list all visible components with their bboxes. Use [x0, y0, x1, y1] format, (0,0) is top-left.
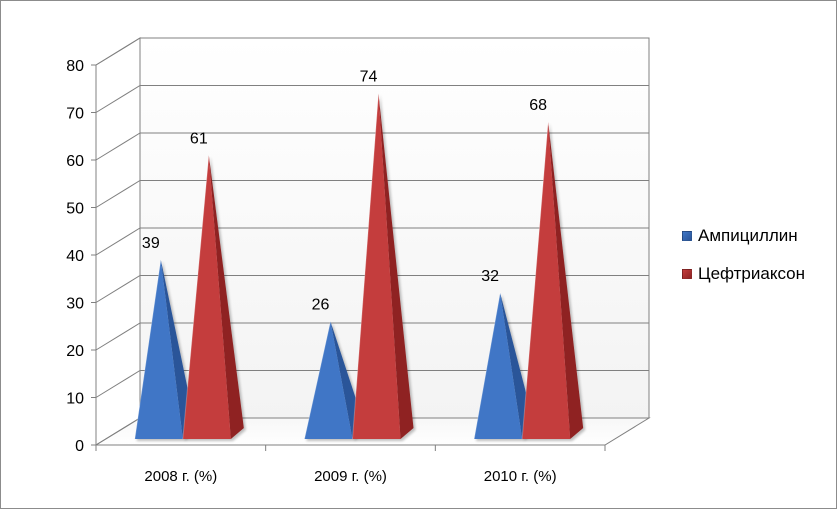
pyramid-2-0-highlight-edge [473, 292, 501, 440]
pyramid-1-0-front-face [304, 321, 353, 439]
pyramid-1-1-side-face [378, 93, 414, 439]
pyramid-2-1-side-face [548, 122, 584, 439]
category-label-1: 2009 г. (%) [314, 468, 387, 485]
pyramid-2-1-highlight-edge [521, 121, 549, 440]
data-label-Цефтриаксон-2010 г. (%): 68 [529, 97, 547, 114]
gridline-20 [95, 322, 649, 351]
category-label-2: 2010 г. (%) [484, 468, 557, 485]
pyramid-0-1-front-face [182, 155, 231, 439]
pyramid-Цефтриаксон-2010 г. (%) [521, 121, 584, 440]
red-pyramid-icon [682, 269, 692, 279]
y-tick-label-70: 70 [66, 106, 84, 123]
blue-pyramid-icon [682, 231, 692, 241]
legend-label-ceftriaxone: Цефтриаксон [698, 264, 805, 283]
pyramid-1-1-front-face [352, 93, 401, 439]
pyramid-1-0-highlight-edge [304, 321, 331, 440]
y-tick-label-10: 10 [66, 391, 84, 408]
legend-label-ampicillin: Ампициллин [698, 226, 798, 245]
y-tick-label-40: 40 [66, 248, 84, 265]
category-label-0: 2008 г. (%) [144, 468, 217, 485]
y-tick-label-50: 50 [66, 201, 84, 218]
gridline-80 [95, 37, 649, 66]
legend-item-ampicillin: Ампициллин [682, 226, 798, 246]
data-label-Ампициллин-2009 г. (%): 26 [312, 297, 330, 314]
pyramid-2-0-front-face [474, 293, 523, 439]
y-tick-label-80: 80 [66, 58, 84, 75]
pyramid-0-0-highlight-edge [134, 259, 162, 440]
pyramid-2-1-front-face [522, 122, 571, 439]
y-tick-label-20: 20 [66, 343, 84, 360]
gridline-30 [95, 275, 649, 303]
data-label-Цефтриаксон-2008 г. (%): 61 [190, 130, 208, 147]
data-label-Цефтриаксон-2009 г. (%): 74 [360, 69, 378, 86]
gridline-10 [95, 370, 649, 398]
y-tick-label-60: 60 [66, 153, 84, 170]
pyramid-Цефтриаксон-2008 г. (%) [182, 155, 244, 440]
y-tick-label-0: 0 [75, 438, 84, 455]
gridline-50 [95, 180, 649, 208]
pyramid-0-1-highlight-edge [182, 155, 210, 440]
legend-item-ceftriaxone: Цефтриаксон [682, 264, 805, 284]
pyramid-0-0-front-face [134, 259, 183, 439]
data-label-Ампициллин-2008 г. (%): 39 [142, 235, 160, 252]
pyramid-1-1-highlight-edge [352, 93, 379, 440]
pyramid-0-1-side-face [208, 155, 244, 439]
gridline-60 [95, 132, 649, 161]
gridline-70 [95, 85, 649, 113]
legend: Ампициллин Цефтриаксон [682, 226, 832, 290]
data-label-Ампициллин-2010 г. (%): 32 [481, 268, 499, 285]
gridline-40 [95, 227, 649, 256]
pyramid-Цефтриаксон-2009 г. (%) [352, 93, 414, 440]
y-tick-label-30: 30 [66, 296, 84, 313]
